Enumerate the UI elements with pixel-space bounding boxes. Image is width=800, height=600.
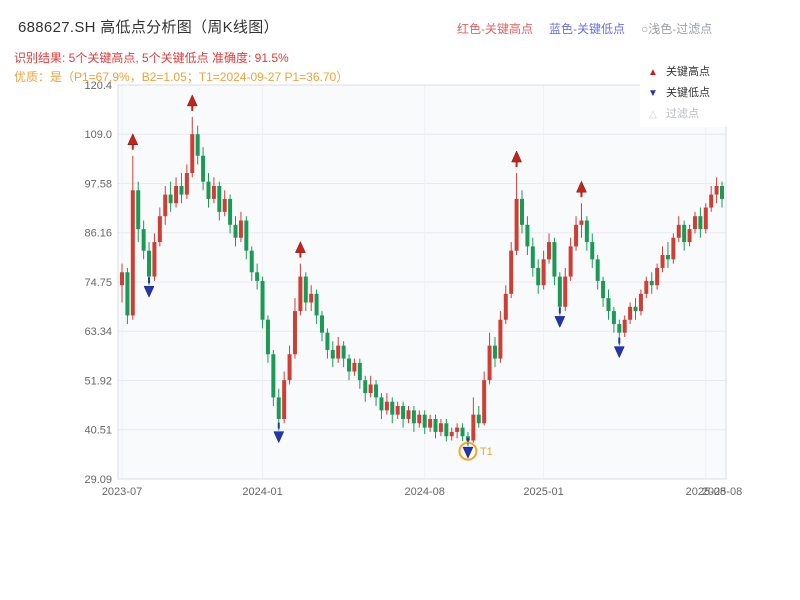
svg-text:2025-08: 2025-08 — [702, 486, 742, 498]
svg-text:97.58: 97.58 — [84, 178, 112, 190]
svg-text:51.92: 51.92 — [84, 375, 112, 387]
header-legend-key-high: 红色-关键高点 — [457, 22, 533, 36]
legend-label-filtered: 过滤点 — [666, 108, 699, 120]
legend-item-key-low[interactable]: ▼ 关键低点 — [646, 87, 740, 100]
svg-text:74.75: 74.75 — [84, 277, 112, 289]
svg-text:29.09: 29.09 — [84, 474, 112, 486]
page-title: 688627.SH 高低点分析图（周K线图） — [18, 19, 279, 36]
header-legend: 红色-关键高点 蓝色-关键低点 ○浅色-过滤点 — [457, 20, 712, 37]
quality-result-text: 优质：是（P1=67.9%，B2=1.05；T1=2024-09-27 P1=3… — [14, 70, 349, 84]
svg-text:2024-01: 2024-01 — [242, 486, 282, 498]
key-low-triangle-icon: ▼ — [648, 88, 658, 99]
svg-text:63.34: 63.34 — [84, 326, 112, 338]
header-legend-key-low: 蓝色-关键低点 — [549, 22, 625, 36]
header-legend-filtered: ○浅色-过滤点 — [641, 22, 713, 36]
svg-text:2023-07: 2023-07 — [102, 486, 142, 498]
svg-text:40.51: 40.51 — [84, 425, 112, 437]
recognition-result-text: 识别结果: 5个关键高点, 5个关键低点 准确度: 91.5% — [14, 51, 289, 65]
legend-item-key-high[interactable]: ▲ 关键高点 — [646, 66, 740, 79]
filtered-triangle-icon: △ — [649, 109, 657, 120]
legend-item-filtered[interactable]: △ 过滤点 — [646, 108, 740, 121]
svg-text:2025-01: 2025-01 — [523, 486, 563, 498]
svg-text:2025-08: 2025-08 — [686, 486, 726, 498]
key-high-triangle-icon: ▲ — [648, 67, 658, 78]
legend-label-key-low: 关键低点 — [666, 87, 710, 99]
svg-text:86.16: 86.16 — [84, 228, 112, 240]
chart-legend: ▲ 关键高点 ▼ 关键低点 △ 过滤点 — [640, 60, 746, 127]
svg-text:T1: T1 — [480, 446, 493, 458]
svg-text:120.4: 120.4 — [84, 80, 112, 92]
svg-text:109.0: 109.0 — [84, 129, 112, 141]
legend-label-key-high: 关键高点 — [666, 66, 710, 78]
svg-text:2024-08: 2024-08 — [405, 486, 445, 498]
